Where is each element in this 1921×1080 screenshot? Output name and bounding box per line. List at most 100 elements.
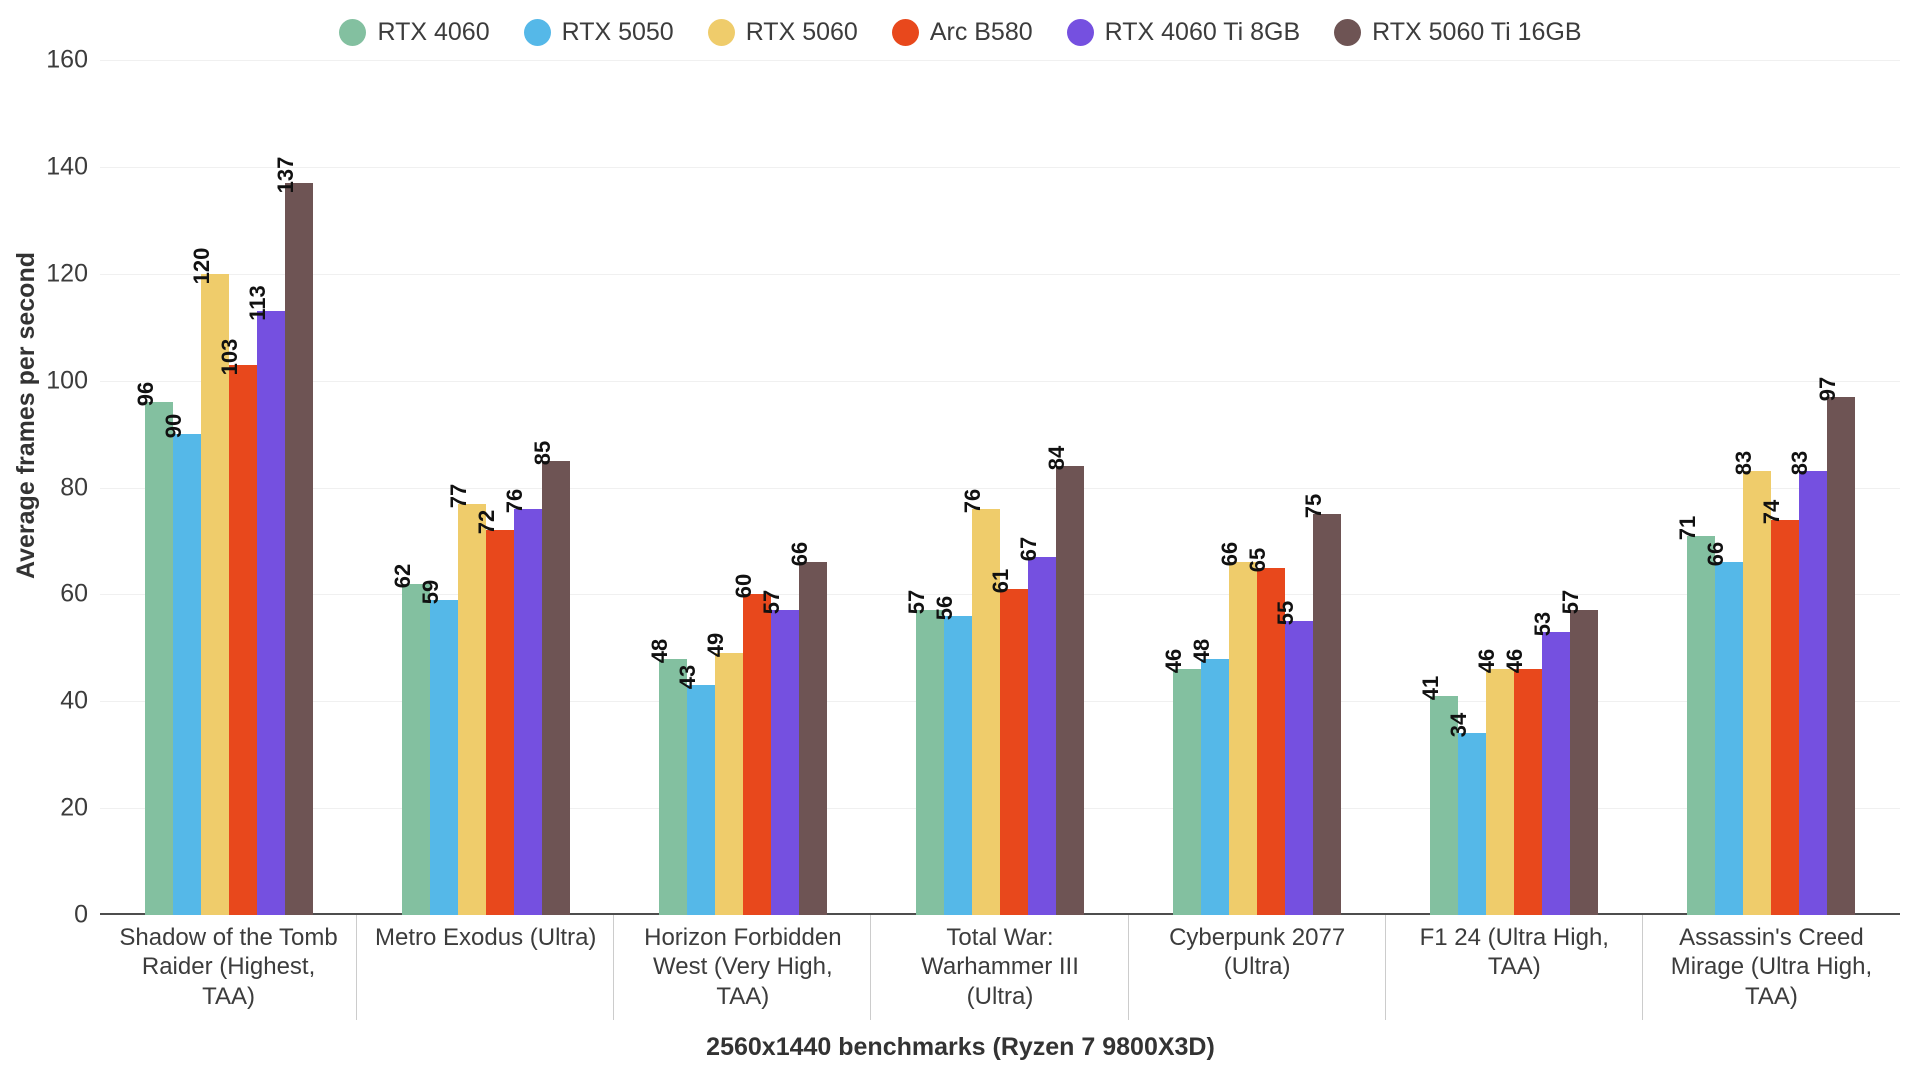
legend-item-label: RTX 5050 — [561, 18, 674, 46]
bar-groups: 96 90 120 103 113 137 62 59 77 72 76 85 48 43 49 60 57 66… — [100, 60, 1900, 1020]
bar[interactable]: 57 — [904, 590, 944, 915]
bar-value-label: 71 — [1675, 515, 1701, 540]
bar[interactable]: 48 — [647, 638, 687, 915]
bar-value-label: 83 — [1731, 451, 1757, 476]
x-axis-category-line: F1 24 (Ultra High, — [1419, 924, 1609, 951]
bar[interactable]: 57 — [1558, 590, 1599, 915]
bar-value-label: 43 — [674, 664, 700, 690]
bar[interactable]: 83 — [1787, 451, 1828, 915]
bar[interactable]: 62 — [390, 563, 430, 915]
x-axis-category-line: (Ultra) — [966, 982, 1034, 1010]
bar[interactable]: 66 — [1703, 542, 1744, 915]
legend-item[interactable]: RTX 5060 Ti 16GB — [1334, 18, 1582, 47]
bar[interactable]: 46 — [1474, 649, 1515, 915]
bar-value-label: 48 — [1189, 638, 1215, 663]
bar[interactable]: 96 — [133, 382, 173, 915]
legend-item[interactable]: RTX 5060 — [707, 18, 858, 47]
gridline — [100, 380, 1900, 382]
bar[interactable]: 65 — [1245, 547, 1286, 915]
bar[interactable]: 55 — [1273, 601, 1314, 915]
x-axis-category-line: Horizon Forbidden — [644, 924, 842, 951]
bar[interactable]: 46 — [1502, 649, 1543, 915]
y-axis-tick-label: 60 — [60, 579, 88, 608]
bar[interactable]: 120 — [189, 247, 229, 915]
bar[interactable]: 85 — [530, 441, 570, 915]
y-axis-tick-label: 20 — [60, 793, 88, 822]
bar[interactable]: 74 — [1759, 499, 1800, 915]
bar[interactable]: 41 — [1418, 676, 1459, 915]
bar[interactable]: 83 — [1731, 451, 1772, 915]
bar-value-label: 57 — [1558, 590, 1584, 615]
legend-swatch-icon — [707, 19, 735, 46]
x-axis-category-line: Raider (Highest, — [141, 953, 316, 981]
bar[interactable]: 103 — [217, 338, 257, 915]
legend-item[interactable]: RTX 5050 — [523, 18, 674, 47]
y-axis-tick-label: 160 — [46, 45, 88, 74]
legend-item-label: Arc B580 — [929, 18, 1033, 46]
bar[interactable]: 90 — [161, 414, 201, 915]
x-axis-category-label: Total War: Warhammer III (Ultra) — [871, 917, 1128, 1027]
bar[interactable]: 76 — [960, 489, 1000, 915]
bar[interactable]: 137 — [273, 157, 313, 915]
bar[interactable]: 43 — [675, 665, 715, 915]
bar[interactable]: 97 — [1815, 376, 1856, 915]
bar[interactable]: 84 — [1044, 446, 1084, 915]
x-axis-category-line: Cyberpunk 2077 — [1169, 924, 1346, 951]
bar-value-label: 120 — [188, 247, 214, 285]
bar[interactable]: 56 — [932, 596, 972, 915]
x-axis-category-line: (Ultra) — [1223, 953, 1291, 981]
bar[interactable]: 48 — [1189, 638, 1230, 915]
bar[interactable]: 57 — [759, 590, 799, 915]
bar-value-label: 84 — [1043, 445, 1069, 471]
bar[interactable]: 66 — [787, 542, 827, 915]
y-axis-tick-label: 40 — [60, 686, 88, 715]
bar[interactable]: 60 — [731, 574, 771, 915]
bar[interactable]: 67 — [1016, 537, 1056, 915]
y-axis-tick-label: 120 — [46, 259, 88, 288]
bar-value-label: 55 — [1273, 600, 1299, 626]
x-axis-category-line: Shadow of the Tomb — [119, 924, 338, 951]
bar[interactable]: 53 — [1530, 612, 1571, 915]
bar-value-label: 61 — [987, 568, 1013, 594]
bar-value-label: 74 — [1759, 499, 1785, 524]
legend-swatch-icon — [1334, 19, 1362, 46]
legend-item[interactable]: RTX 4060 — [339, 18, 490, 47]
bar-value-label: 103 — [216, 338, 242, 375]
bar[interactable]: 46 — [1161, 649, 1202, 915]
gridline — [100, 273, 1900, 275]
bar[interactable]: 34 — [1446, 713, 1487, 915]
bar[interactable]: 49 — [703, 633, 743, 915]
x-axis-category-label: Assassin's Creed Mirage (Ultra High, TAA) — [1643, 917, 1900, 1027]
x-axis-category-label: Metro Exodus (Ultra) — [357, 917, 614, 1027]
y-axis-title-text: Average frames per second — [11, 251, 40, 579]
legend-item-label: RTX 5060 Ti 16GB — [1372, 18, 1582, 46]
bar-value-label: 46 — [1474, 648, 1500, 674]
legend-item[interactable]: Arc B580 — [891, 18, 1033, 47]
bar[interactable]: 66 — [1217, 542, 1258, 915]
x-axis-category-label: F1 24 (Ultra High, TAA) — [1386, 917, 1643, 1027]
bar-value-label: 48 — [646, 638, 672, 663]
bar[interactable]: 76 — [502, 489, 542, 915]
bar[interactable]: 72 — [474, 510, 514, 915]
legend-item[interactable]: RTX 4060 Ti 8GB — [1066, 18, 1300, 47]
y-axis-tick-label: 100 — [46, 366, 88, 395]
bar[interactable]: 75 — [1301, 494, 1342, 915]
x-axis-category-line: Metro Exodus (Ultra) — [375, 924, 597, 951]
bar-value-label: 62 — [389, 563, 415, 588]
legend-swatch-icon — [1066, 19, 1094, 46]
x-axis-category-line: TAA) — [202, 982, 256, 1010]
bar[interactable]: 71 — [1675, 515, 1716, 915]
gridline — [100, 166, 1900, 168]
bar-value-label: 76 — [501, 488, 527, 514]
legend-swatch-icon — [523, 19, 551, 46]
category-separator — [870, 915, 872, 1020]
bar[interactable]: 61 — [988, 569, 1028, 915]
bar-value-label: 57 — [758, 590, 784, 615]
bar[interactable]: 59 — [418, 579, 458, 915]
bar[interactable]: 77 — [446, 483, 486, 915]
y-axis-tick-label: 80 — [60, 473, 88, 501]
chart-legend: RTX 4060 RTX 5050 RTX 5060 Arc B580 RTX 4060… — [0, 18, 1921, 47]
x-axis-category-line: Warhammer III — [921, 953, 1079, 981]
bar[interactable]: 113 — [245, 285, 285, 915]
